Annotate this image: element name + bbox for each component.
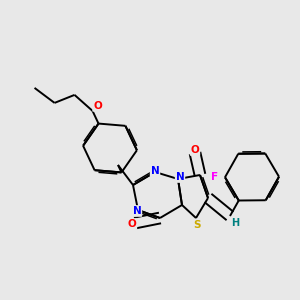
Text: F: F [212,172,219,182]
Text: H: H [231,218,239,228]
Text: O: O [128,219,136,229]
Text: N: N [151,166,159,176]
Text: N: N [133,206,141,216]
Text: S: S [193,220,201,230]
Text: N: N [176,172,184,182]
Text: O: O [93,101,102,111]
Text: O: O [190,145,200,155]
